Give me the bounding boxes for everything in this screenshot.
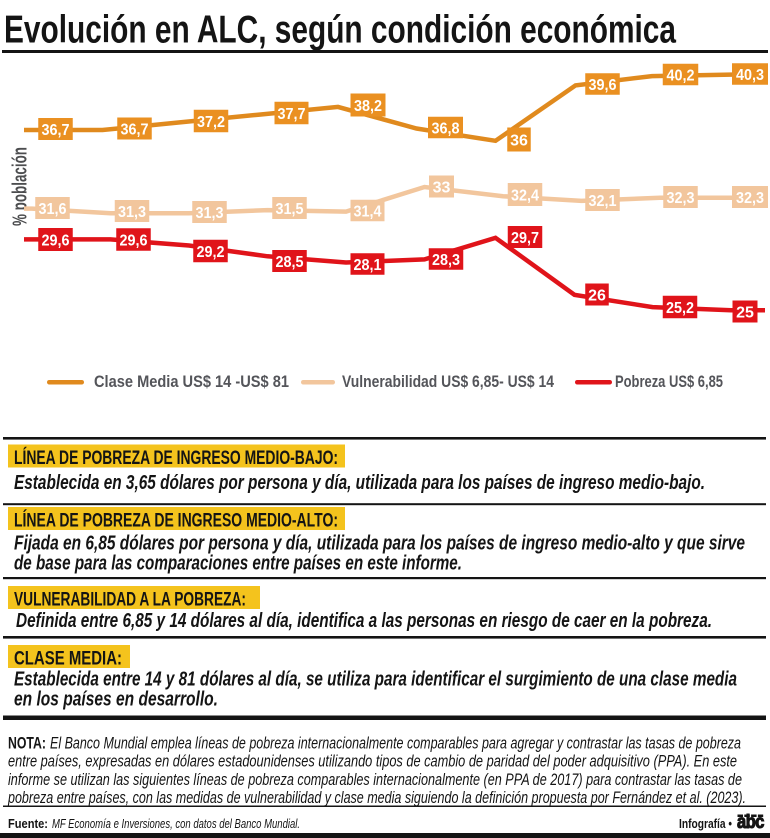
svg-text:37,7: 37,7: [278, 106, 306, 123]
svg-text:28,3: 28,3: [432, 252, 460, 269]
svg-text:36,8: 36,8: [432, 120, 460, 137]
svg-text:Evolución en ALC, según condic: Evolución en ALC, según condición económ…: [4, 9, 676, 52]
svg-text:29,6: 29,6: [120, 232, 148, 249]
svg-text:28,5: 28,5: [276, 254, 304, 271]
svg-text:31,6: 31,6: [39, 201, 67, 218]
svg-text:Definida entre 6,85 y 14 dólar: Definida entre 6,85 y 14 dólares al día,…: [16, 610, 712, 632]
svg-text:25,2: 25,2: [666, 300, 694, 317]
svg-text:MF Economía e Inversiones, con: MF Economía e Inversiones, con datos del…: [52, 816, 300, 831]
svg-text:de base para las comparaciones: de base para las comparaciones entre paí…: [14, 553, 462, 575]
svg-text:LÍNEA DE POBREZA DE INGRESO ME: LÍNEA DE POBREZA DE INGRESO MEDIO-BAJO:: [14, 446, 338, 469]
svg-text:33: 33: [433, 179, 451, 196]
svg-text:38,2: 38,2: [354, 98, 382, 115]
svg-text:29,7: 29,7: [511, 230, 539, 247]
svg-text:32,4: 32,4: [511, 187, 539, 204]
svg-text:40,3: 40,3: [736, 67, 764, 84]
svg-text:37,2: 37,2: [197, 114, 225, 131]
svg-text:Establecida en 3,65 dólares po: Establecida en 3,65 dólares por persona …: [14, 472, 705, 494]
svg-text:en los países en desarrollo.: en los países en desarrollo.: [14, 689, 218, 711]
svg-text:Infografía •: Infografía •: [679, 817, 732, 831]
svg-text:pobreza entre países, con las: pobreza entre países, con las medidas de…: [7, 788, 746, 807]
svg-text:28,1: 28,1: [354, 257, 382, 274]
svg-text:31,4: 31,4: [354, 203, 382, 220]
svg-text:NOTA:: NOTA:: [8, 734, 46, 753]
svg-text:LÍNEA DE POBREZA DE INGRESO ME: LÍNEA DE POBREZA DE INGRESO MEDIO-ALTO:: [14, 509, 338, 532]
svg-text:entre países, expresadas en dó: entre países, expresadas en dólares esta…: [8, 752, 737, 771]
svg-text:CLASE MEDIA:: CLASE MEDIA:: [14, 648, 122, 670]
svg-text:36,7: 36,7: [121, 121, 149, 138]
svg-text:32,3: 32,3: [667, 190, 695, 207]
svg-text:Fijada en 6,85 dólares por per: Fijada en 6,85 dólares por persona y día…: [14, 533, 745, 555]
svg-text:Clase Media US$ 14 -US$ 81: Clase Media US$ 14 -US$ 81: [94, 373, 289, 391]
svg-text:26: 26: [588, 287, 606, 304]
svg-text:40,2: 40,2: [667, 67, 695, 84]
svg-text:36: 36: [510, 132, 528, 149]
svg-text:32,3: 32,3: [736, 190, 764, 207]
svg-text:El Banco Mundial emplea líneas: El Banco Mundial emplea líneas de pobrez…: [50, 734, 741, 753]
svg-text:29,6: 29,6: [42, 232, 70, 249]
svg-text:31,3: 31,3: [196, 205, 224, 222]
svg-text:Fuente:: Fuente:: [8, 816, 48, 831]
svg-text:VULNERABILIDAD A LA POBREZA:: VULNERABILIDAD A LA POBREZA:: [14, 589, 246, 611]
svg-text:Establecida entre 14 y 81 dóla: Establecida entre 14 y 81 dólares al día…: [14, 669, 737, 691]
svg-text:25: 25: [736, 304, 754, 321]
svg-text:abc: abc: [737, 812, 765, 833]
svg-text:32,1: 32,1: [589, 193, 617, 210]
svg-text:informe se utilizan las siguie: informe se utilizan las siguientes línea…: [8, 770, 742, 789]
svg-text:31,5: 31,5: [276, 201, 304, 218]
svg-text:36,7: 36,7: [42, 122, 70, 139]
svg-text:29,2: 29,2: [197, 244, 225, 261]
svg-text:Pobreza US$ 6,85: Pobreza US$ 6,85: [615, 373, 723, 391]
svg-text:31,3: 31,3: [118, 204, 146, 221]
svg-text:Vulnerabilidad US$ 6,85- US$ 1: Vulnerabilidad US$ 6,85- US$ 14: [342, 373, 555, 391]
svg-text:% población: % población: [10, 147, 32, 226]
svg-text:39,6: 39,6: [589, 77, 617, 94]
